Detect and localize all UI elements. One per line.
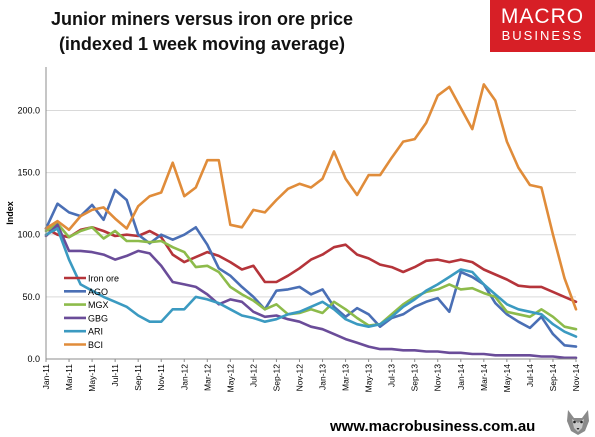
x-tick-label: Mar-11 <box>64 364 74 391</box>
legend-label: AGO <box>88 287 108 297</box>
series-line-iron-ore <box>44 226 578 304</box>
x-tick-label: Nov-12 <box>294 364 304 392</box>
x-tick-label: Nov-14 <box>571 364 581 392</box>
y-tick-label: 0.0 <box>27 354 40 364</box>
chart-legend: Iron ore AGO MGX GBG ARI BCI <box>64 274 119 350</box>
y-axis-label: Index <box>5 201 15 225</box>
legend-label: Iron ore <box>88 274 119 284</box>
x-tick-label: Jul-14 <box>525 364 535 387</box>
series-line-bci <box>44 83 578 311</box>
x-tick-label: Sep-11 <box>133 364 143 391</box>
x-tick-label: Nov-13 <box>433 364 443 392</box>
x-tick-label: Mar-12 <box>202 364 212 391</box>
wolf-head-icon <box>567 410 589 435</box>
line-chart: 0.0 50.0 100.0 150.0 200.0 Index Jan-11 Mar-11 M… <box>5 67 581 392</box>
macrobusiness-logo: MACRO BUSINESS <box>490 0 595 52</box>
x-tick-label: Jan-13 <box>318 364 328 390</box>
x-tick-label: May-11 <box>87 364 97 392</box>
y-tick-label: 50.0 <box>22 292 40 302</box>
x-tick-label: Jul-11 <box>110 364 120 387</box>
x-tick-label: Jul-13 <box>387 364 397 387</box>
chart-axes: 0.0 50.0 100.0 150.0 200.0 Index Jan-11 Mar-11 M… <box>5 67 581 392</box>
x-tick-label: Jan-11 <box>41 364 51 390</box>
series-line-ago <box>44 188 578 348</box>
chart-series-lines <box>44 83 578 360</box>
x-tick-label: Jan-14 <box>456 364 466 390</box>
y-tick-label: 150.0 <box>17 168 40 178</box>
footer-url: www.macrobusiness.com.au <box>330 418 536 435</box>
chart-gridlines <box>46 109 576 298</box>
x-tick-label: Nov-11 <box>156 364 166 391</box>
x-tick-label: Sep-12 <box>271 364 281 392</box>
x-tick-label: May-14 <box>502 364 512 393</box>
x-tick-label: Jul-12 <box>248 364 258 387</box>
x-tick-label: May-12 <box>225 364 235 393</box>
series-line-ari <box>44 227 578 338</box>
chart-title: Junior miners versus iron ore price (ind… <box>12 7 392 57</box>
y-tick-label: 100.0 <box>17 230 40 240</box>
logo-text-top: MACRO <box>500 5 585 28</box>
x-tick-label: May-13 <box>364 364 374 393</box>
y-tick-label: 200.0 <box>17 105 40 115</box>
logo-text-bottom: BUSINESS <box>501 28 584 43</box>
x-tick-label: Mar-13 <box>341 364 351 391</box>
chart-title-line-2: (indexed 1 week moving average) <box>58 34 346 54</box>
legend-label: GBG <box>88 313 108 323</box>
x-tick-label: Sep-13 <box>410 364 420 392</box>
legend-label: MGX <box>88 300 109 310</box>
legend-label: ARI <box>88 327 103 337</box>
chart-title-line-1: Junior miners versus iron ore price <box>50 9 354 29</box>
series-line-gbg <box>44 223 578 360</box>
x-tick-label: Mar-14 <box>479 364 489 391</box>
x-tick-label: Sep-14 <box>548 364 558 392</box>
x-tick-label: Jan-12 <box>179 364 189 390</box>
legend-label: BCI <box>88 340 103 350</box>
series-line-mgx <box>44 222 578 331</box>
